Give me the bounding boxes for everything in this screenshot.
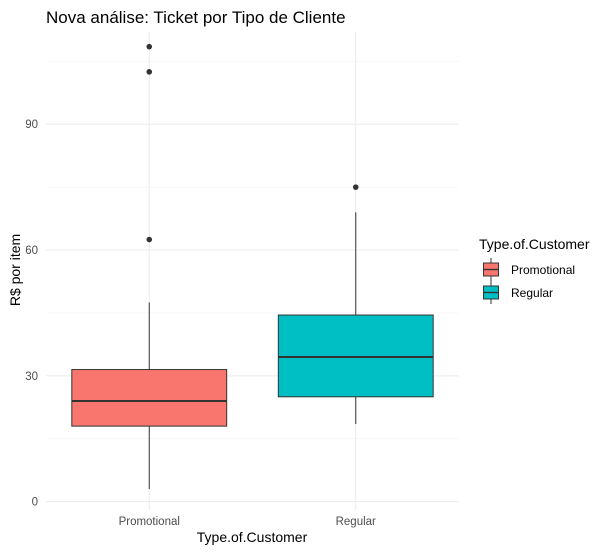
- x-axis-ticks: Promotional Regular: [119, 516, 376, 528]
- x-tick-label: Promotional: [119, 516, 180, 528]
- y-tick-label: 60: [25, 245, 38, 257]
- outlier-point: [146, 43, 153, 50]
- legend-label: Regular: [511, 286, 553, 300]
- box-promotional: [71, 43, 228, 490]
- plot-panel: [46, 32, 459, 510]
- legend-items: Promotional Regular: [483, 258, 575, 304]
- y-tick-label: 0: [32, 497, 38, 509]
- legend-label: Promotional: [511, 263, 575, 277]
- y-axis-title: R$ por item: [7, 234, 23, 306]
- iqr-box: [71, 369, 228, 427]
- y-tick-label: 90: [25, 119, 38, 131]
- chart-title: Nova análise: Ticket por Tipo de Cliente: [46, 8, 346, 27]
- legend-item-regular: Regular: [483, 281, 553, 304]
- grid: [46, 32, 459, 510]
- outlier-point: [352, 184, 359, 190]
- x-tick-label: Regular: [336, 516, 376, 528]
- boxes: [71, 43, 434, 490]
- outlier-point: [146, 69, 153, 75]
- legend-title: Type.of.Customer: [479, 236, 590, 252]
- y-tick-label: 30: [25, 371, 38, 383]
- box-regular: [277, 184, 434, 425]
- legend: Type.of.Customer Promotional Regular: [479, 236, 590, 304]
- y-axis-ticks: 0 30 60 90: [25, 119, 38, 508]
- x-axis-title: Type.of.Customer: [197, 529, 308, 545]
- outlier-point: [146, 236, 153, 243]
- legend-item-promotional: Promotional: [483, 258, 575, 281]
- iqr-box: [277, 314, 434, 398]
